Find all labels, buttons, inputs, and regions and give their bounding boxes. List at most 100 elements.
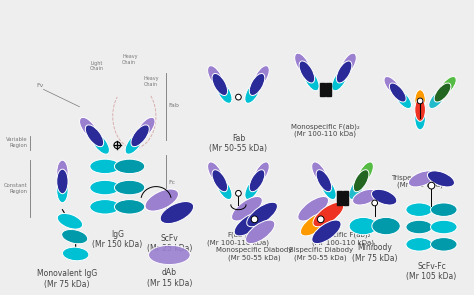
Ellipse shape xyxy=(349,178,365,199)
Ellipse shape xyxy=(303,69,319,91)
Ellipse shape xyxy=(434,83,451,102)
Ellipse shape xyxy=(415,90,426,113)
Ellipse shape xyxy=(318,216,324,223)
Ellipse shape xyxy=(217,178,232,199)
FancyBboxPatch shape xyxy=(344,191,348,205)
Text: dAb
(Mr 15 kDa): dAb (Mr 15 kDa) xyxy=(146,268,192,288)
Ellipse shape xyxy=(90,200,120,214)
Ellipse shape xyxy=(406,237,432,251)
Ellipse shape xyxy=(372,217,400,235)
Ellipse shape xyxy=(249,73,265,96)
Ellipse shape xyxy=(63,247,89,261)
Ellipse shape xyxy=(313,202,344,227)
Ellipse shape xyxy=(301,212,330,236)
Ellipse shape xyxy=(160,201,193,224)
Ellipse shape xyxy=(57,213,82,229)
Ellipse shape xyxy=(247,202,277,227)
Text: Minibody
(Mr 75 kDa): Minibody (Mr 75 kDa) xyxy=(352,243,397,263)
Ellipse shape xyxy=(439,76,456,96)
Ellipse shape xyxy=(372,200,377,206)
Ellipse shape xyxy=(249,170,265,192)
Text: Fc: Fc xyxy=(168,180,175,185)
Ellipse shape xyxy=(415,98,426,121)
Ellipse shape xyxy=(57,160,68,185)
Text: F(ab')₂
(Mr 100-110 kDa): F(ab')₂ (Mr 100-110 kDa) xyxy=(208,232,269,246)
Ellipse shape xyxy=(406,203,432,217)
Ellipse shape xyxy=(125,132,144,154)
Ellipse shape xyxy=(406,220,432,234)
Ellipse shape xyxy=(430,203,457,217)
Text: Monovalent IgG
(Mr 75 kDa): Monovalent IgG (Mr 75 kDa) xyxy=(37,269,97,289)
Ellipse shape xyxy=(145,189,178,211)
Ellipse shape xyxy=(131,125,149,147)
Ellipse shape xyxy=(114,180,145,195)
Ellipse shape xyxy=(232,196,262,221)
Ellipse shape xyxy=(217,81,232,103)
Ellipse shape xyxy=(337,61,352,83)
Text: Fab
(Mr 50-55 kDa): Fab (Mr 50-55 kDa) xyxy=(210,134,267,153)
Ellipse shape xyxy=(320,178,336,199)
Text: IgG
(Mr 150 kDa): IgG (Mr 150 kDa) xyxy=(92,230,142,249)
Ellipse shape xyxy=(295,53,310,75)
Text: Bispecific F(ab)₂
(Mr 100-110 kDa): Bispecific F(ab)₂ (Mr 100-110 kDa) xyxy=(311,232,374,246)
Ellipse shape xyxy=(114,142,120,149)
Ellipse shape xyxy=(80,117,98,139)
Text: ScFv
(Mr 25 kDa): ScFv (Mr 25 kDa) xyxy=(146,234,192,253)
Ellipse shape xyxy=(114,200,145,214)
Ellipse shape xyxy=(234,212,264,236)
Text: Heavy
Chain: Heavy Chain xyxy=(122,54,137,65)
Text: Variable
Region: Variable Region xyxy=(6,137,27,148)
Ellipse shape xyxy=(428,182,435,189)
Ellipse shape xyxy=(429,89,446,109)
Ellipse shape xyxy=(62,230,88,244)
Ellipse shape xyxy=(316,170,332,192)
Text: Fv: Fv xyxy=(37,83,44,88)
Ellipse shape xyxy=(298,196,328,221)
Ellipse shape xyxy=(90,180,120,195)
Ellipse shape xyxy=(254,162,269,184)
FancyBboxPatch shape xyxy=(337,191,342,205)
Ellipse shape xyxy=(389,83,406,102)
Text: Constant
Region: Constant Region xyxy=(4,183,27,194)
Ellipse shape xyxy=(85,125,104,147)
Ellipse shape xyxy=(428,171,455,187)
Ellipse shape xyxy=(430,220,457,234)
Ellipse shape xyxy=(354,170,369,192)
Text: Monospecific F(ab)₂
(Mr 100-110 kDa): Monospecific F(ab)₂ (Mr 100-110 kDa) xyxy=(291,123,360,137)
Ellipse shape xyxy=(114,159,145,173)
Ellipse shape xyxy=(349,217,377,235)
Ellipse shape xyxy=(372,189,397,205)
FancyBboxPatch shape xyxy=(327,83,331,96)
Ellipse shape xyxy=(212,170,228,192)
Ellipse shape xyxy=(358,162,374,184)
Ellipse shape xyxy=(245,81,260,103)
Ellipse shape xyxy=(353,189,378,205)
Ellipse shape xyxy=(415,107,426,130)
Ellipse shape xyxy=(384,76,401,96)
Text: Trispecific F(ab)₃
(Mr 150 kDa): Trispecific F(ab)₃ (Mr 150 kDa) xyxy=(391,174,449,188)
Text: Bispecific Diabody
(Mr 50-55 kDa): Bispecific Diabody (Mr 50-55 kDa) xyxy=(289,247,353,261)
Ellipse shape xyxy=(341,53,356,75)
Ellipse shape xyxy=(246,220,275,244)
Ellipse shape xyxy=(236,94,241,100)
Ellipse shape xyxy=(251,216,258,223)
Ellipse shape xyxy=(208,66,223,88)
Text: Monospecific Diabody
(Mr 50-55 kDa): Monospecific Diabody (Mr 50-55 kDa) xyxy=(216,247,293,261)
Ellipse shape xyxy=(148,245,190,265)
Ellipse shape xyxy=(430,237,457,251)
Ellipse shape xyxy=(91,132,109,154)
Text: Fab: Fab xyxy=(168,103,179,108)
Ellipse shape xyxy=(212,73,228,96)
Text: ScFv-Fc
(Mr 105 kDa): ScFv-Fc (Mr 105 kDa) xyxy=(406,262,456,281)
Ellipse shape xyxy=(312,162,327,184)
Ellipse shape xyxy=(254,66,269,88)
Ellipse shape xyxy=(312,220,341,244)
Ellipse shape xyxy=(236,191,241,196)
Ellipse shape xyxy=(90,159,120,173)
Ellipse shape xyxy=(57,169,68,194)
Ellipse shape xyxy=(409,171,436,187)
FancyBboxPatch shape xyxy=(320,83,325,96)
Text: Light
Chain: Light Chain xyxy=(90,60,103,71)
Ellipse shape xyxy=(417,98,423,104)
Ellipse shape xyxy=(57,178,68,203)
